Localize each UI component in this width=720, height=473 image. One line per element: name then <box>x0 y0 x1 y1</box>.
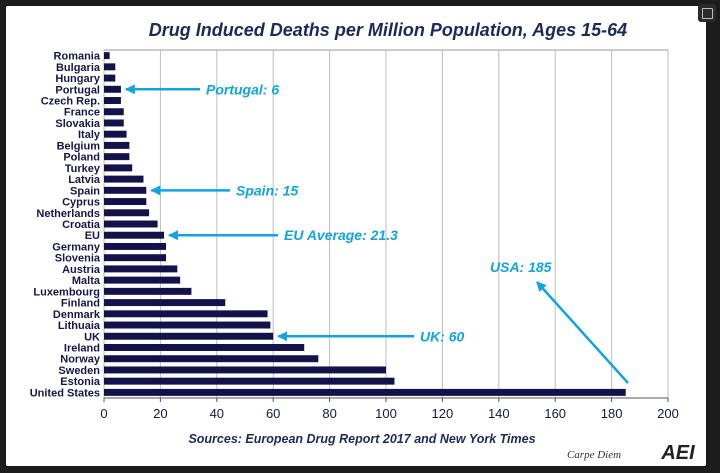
x-axis: 0 20 40 60 80 100 120 140 160 180 200 <box>100 397 679 421</box>
x-tick-label-10: 200 <box>657 406 679 421</box>
category-label-19: Austria <box>62 264 101 276</box>
x-tick-label-9: 180 <box>601 406 623 421</box>
bar-17 <box>104 242 167 250</box>
x-tick-label-1: 20 <box>153 406 167 421</box>
category-label-8: Belgium <box>57 140 101 152</box>
bar-14 <box>104 209 150 217</box>
aei-logo: AEI <box>660 442 695 464</box>
annotation-label-0: Portugal: 6 <box>206 81 279 97</box>
bar-26 <box>104 344 305 351</box>
category-label-18: Slovenia <box>55 253 101 265</box>
bar-10 <box>104 164 133 172</box>
bar-8 <box>104 141 130 149</box>
x-tick-label-5: 100 <box>375 406 397 421</box>
category-label-29: Estonia <box>60 376 101 388</box>
category-label-11: Latvia <box>68 174 101 186</box>
category-label-26: Ireland <box>64 342 100 354</box>
category-label-23: Denmark <box>53 309 101 321</box>
bar-12 <box>104 186 147 194</box>
bar-25 <box>104 332 274 340</box>
category-label-21: Luxembourg <box>33 286 100 298</box>
credit-text: Carpe Diem <box>567 449 621 461</box>
category-label-22: Finland <box>61 298 100 310</box>
bar-16 <box>104 231 165 239</box>
category-label-15: Croatia <box>62 219 101 231</box>
bar-30 <box>104 388 626 396</box>
bar-27 <box>104 355 319 363</box>
chart-title: Drug Induced Deaths per Million Populati… <box>149 20 627 40</box>
x-tick-label-0: 0 <box>100 406 107 421</box>
chart-frame: Drug Induced Deaths per Million Populati… <box>6 6 706 466</box>
annotations: Portugal: 6 Spain: 15 EU Average: 21.3 UK: … <box>124 81 629 384</box>
bar-7 <box>104 130 127 138</box>
x-tick-label-4: 80 <box>322 406 336 421</box>
bar-2 <box>104 74 116 82</box>
x-tick-label-3: 60 <box>266 406 280 421</box>
bar-23 <box>104 310 268 318</box>
category-label-13: Cyprus <box>62 197 100 209</box>
bar-28 <box>104 366 386 374</box>
category-label-6: Slovakia <box>55 118 101 130</box>
source-note: Sources: European Drug Report 2017 and N… <box>188 432 535 446</box>
category-label-7: Italy <box>78 129 101 141</box>
bar-21 <box>104 287 192 295</box>
bar-13 <box>104 198 147 206</box>
x-tick-label-6: 120 <box>432 406 454 421</box>
bar-3 <box>104 85 121 93</box>
x-tick-label-8: 160 <box>544 406 566 421</box>
category-label-28: Sweden <box>58 365 100 377</box>
category-label-27: Norway <box>60 354 101 366</box>
annotation-label-2: EU Average: 21.3 <box>284 227 398 243</box>
bar-22 <box>104 299 226 307</box>
category-label-0: Romania <box>54 51 101 63</box>
bar-chart: Drug Induced Deaths per Million Populati… <box>30 20 695 464</box>
bar-6 <box>104 119 124 127</box>
bar-29 <box>104 377 395 385</box>
bar-0 <box>104 52 110 60</box>
bars <box>104 52 626 396</box>
category-label-3: Portugal <box>55 84 100 96</box>
category-label-30: United States <box>30 387 100 399</box>
category-label-12: Spain <box>70 185 100 197</box>
bar-18 <box>104 254 167 262</box>
x-tick-label-2: 40 <box>210 406 224 421</box>
expand-icon[interactable] <box>698 4 716 22</box>
category-label-4: Czech Rep. <box>41 96 100 108</box>
annotation-label-1: Spain: 15 <box>236 182 298 198</box>
category-label-9: Poland <box>63 152 100 164</box>
category-label-2: Hungary <box>55 73 101 85</box>
category-label-16: EU <box>85 230 100 242</box>
bar-11 <box>104 175 144 183</box>
x-tick-label-7: 140 <box>488 406 510 421</box>
category-label-20: Malta <box>72 275 101 287</box>
category-label-10: Turkey <box>65 163 101 175</box>
annotation-label-4: USA: 185 <box>490 259 552 275</box>
bar-9 <box>104 153 130 161</box>
bar-24 <box>104 321 271 329</box>
category-label-14: Netherlands <box>36 208 100 220</box>
bar-1 <box>104 63 116 71</box>
category-label-24: Lithuaia <box>58 320 101 332</box>
bar-20 <box>104 276 181 284</box>
category-label-5: France <box>64 107 100 119</box>
bar-15 <box>104 220 158 228</box>
category-label-25: UK <box>84 331 100 343</box>
bar-5 <box>104 108 124 116</box>
annotation-label-3: UK: 60 <box>420 328 465 344</box>
bar-4 <box>104 97 121 104</box>
category-label-1: Bulgaria <box>56 62 101 74</box>
category-label-17: Germany <box>52 241 101 253</box>
bar-19 <box>104 265 178 273</box>
annotation-arrow-4 <box>536 281 629 384</box>
